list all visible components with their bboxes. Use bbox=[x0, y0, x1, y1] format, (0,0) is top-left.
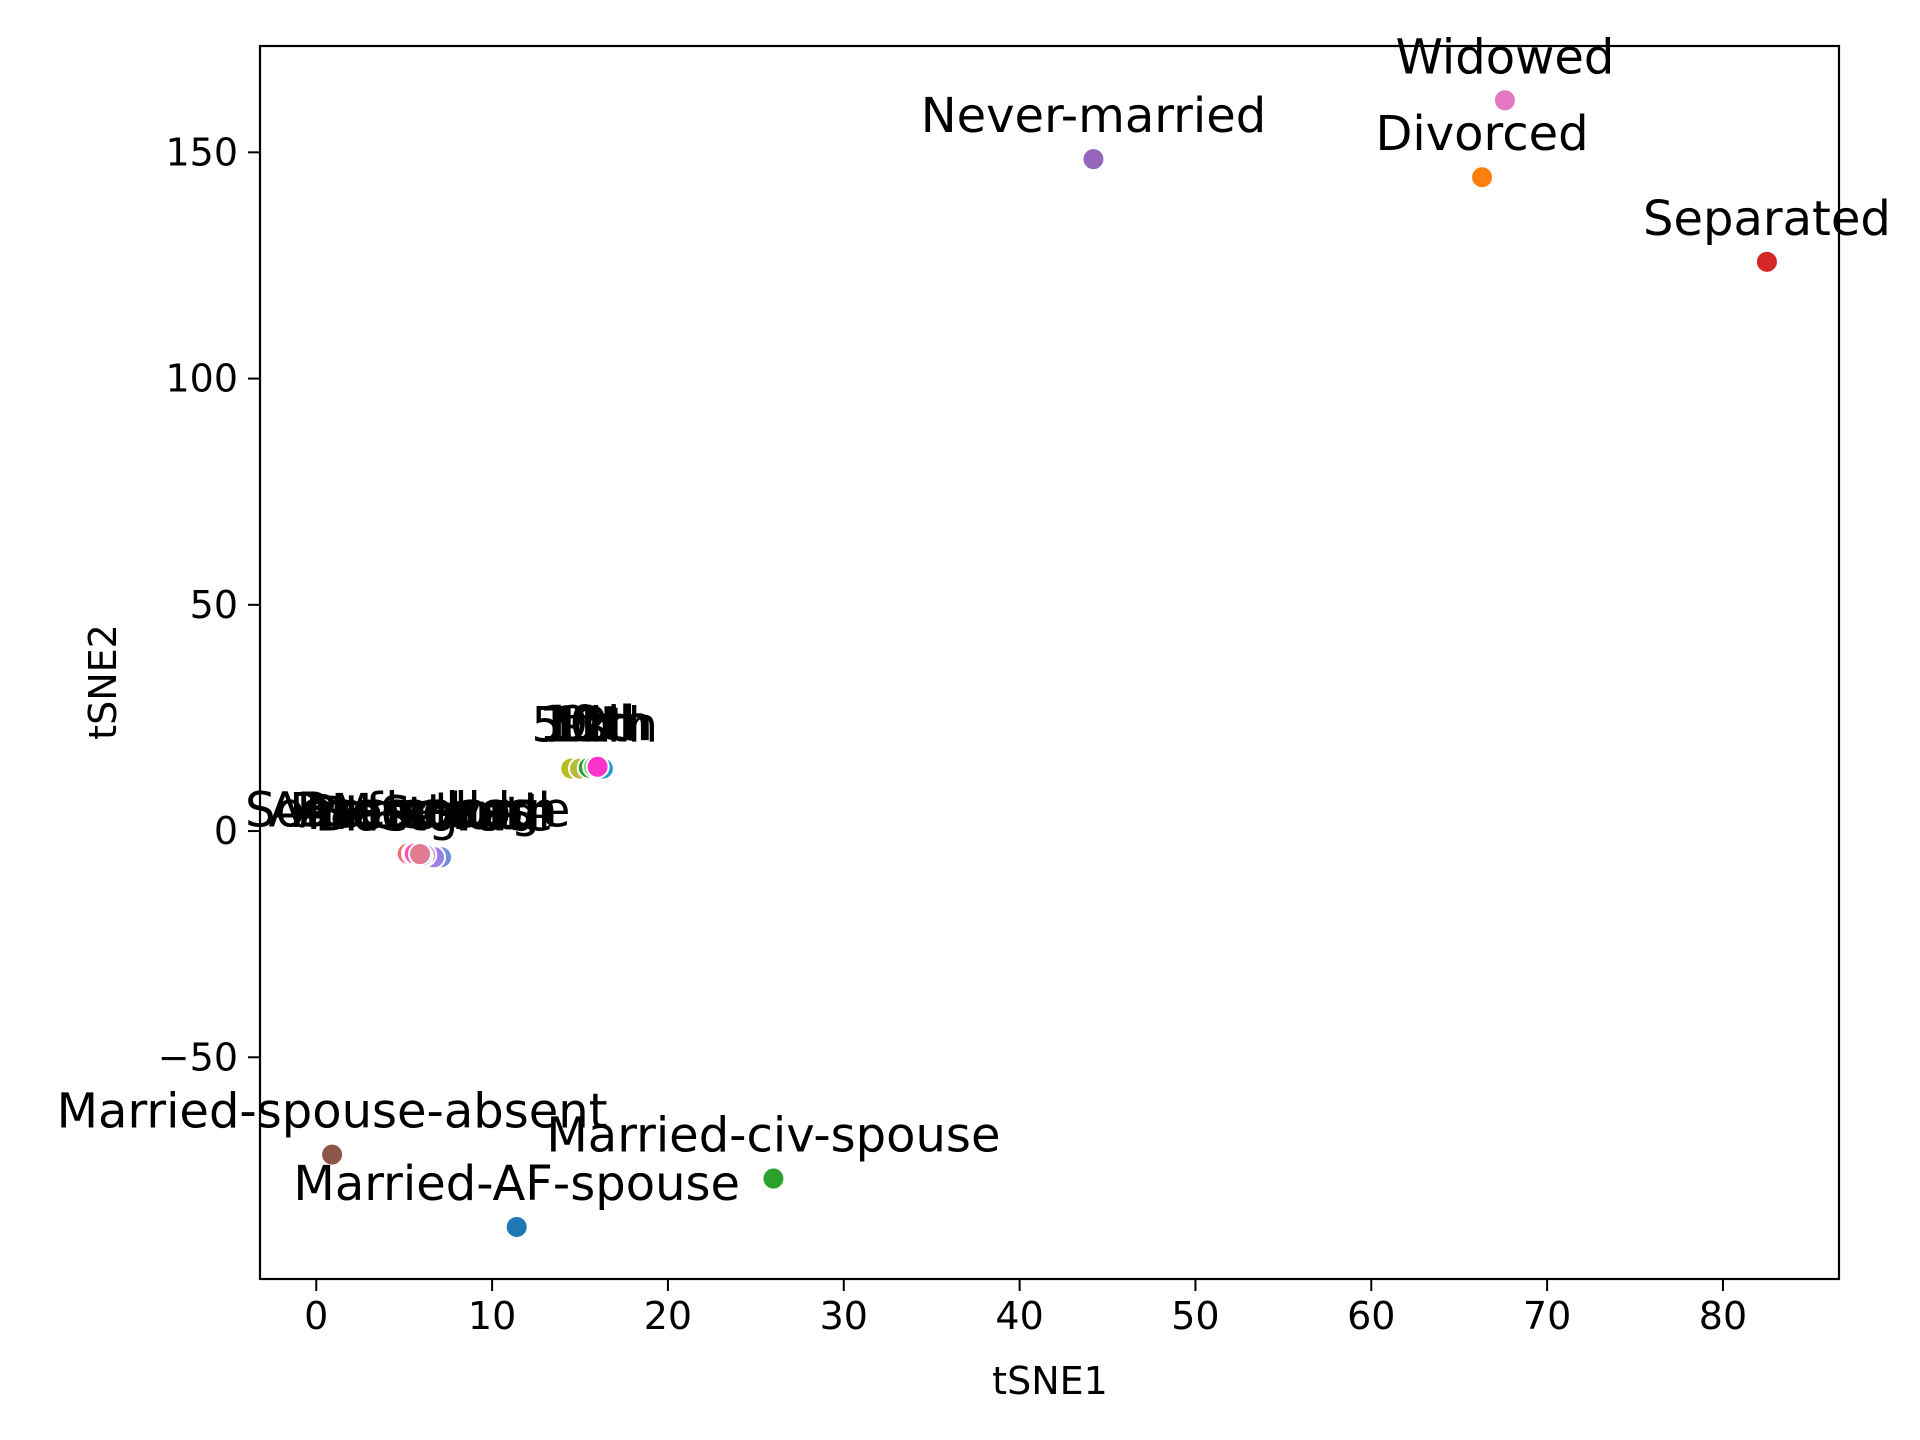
cluster-point bbox=[408, 842, 433, 867]
x-tick-label: 50 bbox=[1171, 1294, 1219, 1338]
cluster-point-label: Preschool bbox=[307, 785, 537, 841]
category-point-label: Widowed bbox=[1395, 29, 1614, 85]
x-axis-ticks: 0 10 20 30 40 50 60 70 80 bbox=[304, 1279, 1747, 1338]
x-tick-label: 80 bbox=[1699, 1294, 1747, 1338]
cluster-point-label: 12th bbox=[548, 698, 658, 754]
y-tick-label: −50 bbox=[158, 1035, 238, 1079]
category-point bbox=[1492, 88, 1517, 113]
category-point-label: Divorced bbox=[1375, 106, 1588, 162]
category-point bbox=[1470, 165, 1495, 190]
cluster-point-label: 5th bbox=[531, 698, 611, 754]
cluster-point-label: 10th bbox=[539, 696, 649, 752]
x-tick-label: 70 bbox=[1523, 1294, 1571, 1338]
cluster-point-label: Assoc-voc bbox=[299, 784, 538, 840]
plot-area bbox=[258, 44, 1841, 1281]
cluster-point bbox=[585, 754, 610, 779]
y-tick-label: 150 bbox=[165, 130, 238, 174]
cluster-point-label: Prof-school bbox=[289, 783, 551, 839]
category-point bbox=[1081, 147, 1106, 172]
cluster-point-label: 11th bbox=[542, 696, 652, 752]
category-point bbox=[1754, 249, 1779, 274]
cluster-point-label: 7th bbox=[540, 698, 620, 754]
x-axis-title: tSNE1 bbox=[992, 1359, 1108, 1403]
x-tick-label: 10 bbox=[468, 1294, 516, 1338]
x-tick-label: 30 bbox=[820, 1294, 868, 1338]
category-point-label: Married-civ-spouse bbox=[546, 1108, 1000, 1164]
cluster-point-label: Some-college bbox=[245, 783, 570, 839]
category-point-label: Never-married bbox=[921, 88, 1267, 144]
category-point-label: Married-spouse-absent bbox=[57, 1084, 608, 1140]
category-point-label: Separated bbox=[1643, 191, 1891, 247]
category-point bbox=[320, 1142, 345, 1167]
y-tick-label: 100 bbox=[165, 357, 238, 401]
cluster-point-label: HS-grad bbox=[344, 786, 538, 842]
cluster-point-label: Bachelors bbox=[297, 783, 533, 839]
cluster-point-label: Masters bbox=[331, 784, 520, 840]
cluster-point-label: Doctorate bbox=[315, 786, 553, 842]
cluster-point-label: 9th bbox=[558, 697, 638, 753]
category-point bbox=[761, 1166, 786, 1191]
category-point-label: Married-AF-spouse bbox=[293, 1156, 740, 1212]
x-tick-label: 20 bbox=[644, 1294, 692, 1338]
cluster-point-label: Assoc-acdm bbox=[268, 783, 557, 839]
x-tick-label: 60 bbox=[1347, 1294, 1395, 1338]
x-tick-label: 40 bbox=[995, 1294, 1043, 1338]
y-axis-ticks: −50 0 50 100 150 bbox=[158, 130, 260, 1079]
x-tick-label: 0 bbox=[304, 1294, 328, 1338]
cluster-point-label: 1st bbox=[552, 697, 626, 753]
y-axis-title: tSNE2 bbox=[81, 624, 125, 740]
y-tick-label: 50 bbox=[190, 583, 238, 627]
y-tick-label: 0 bbox=[214, 809, 238, 853]
category-point bbox=[504, 1214, 529, 1239]
